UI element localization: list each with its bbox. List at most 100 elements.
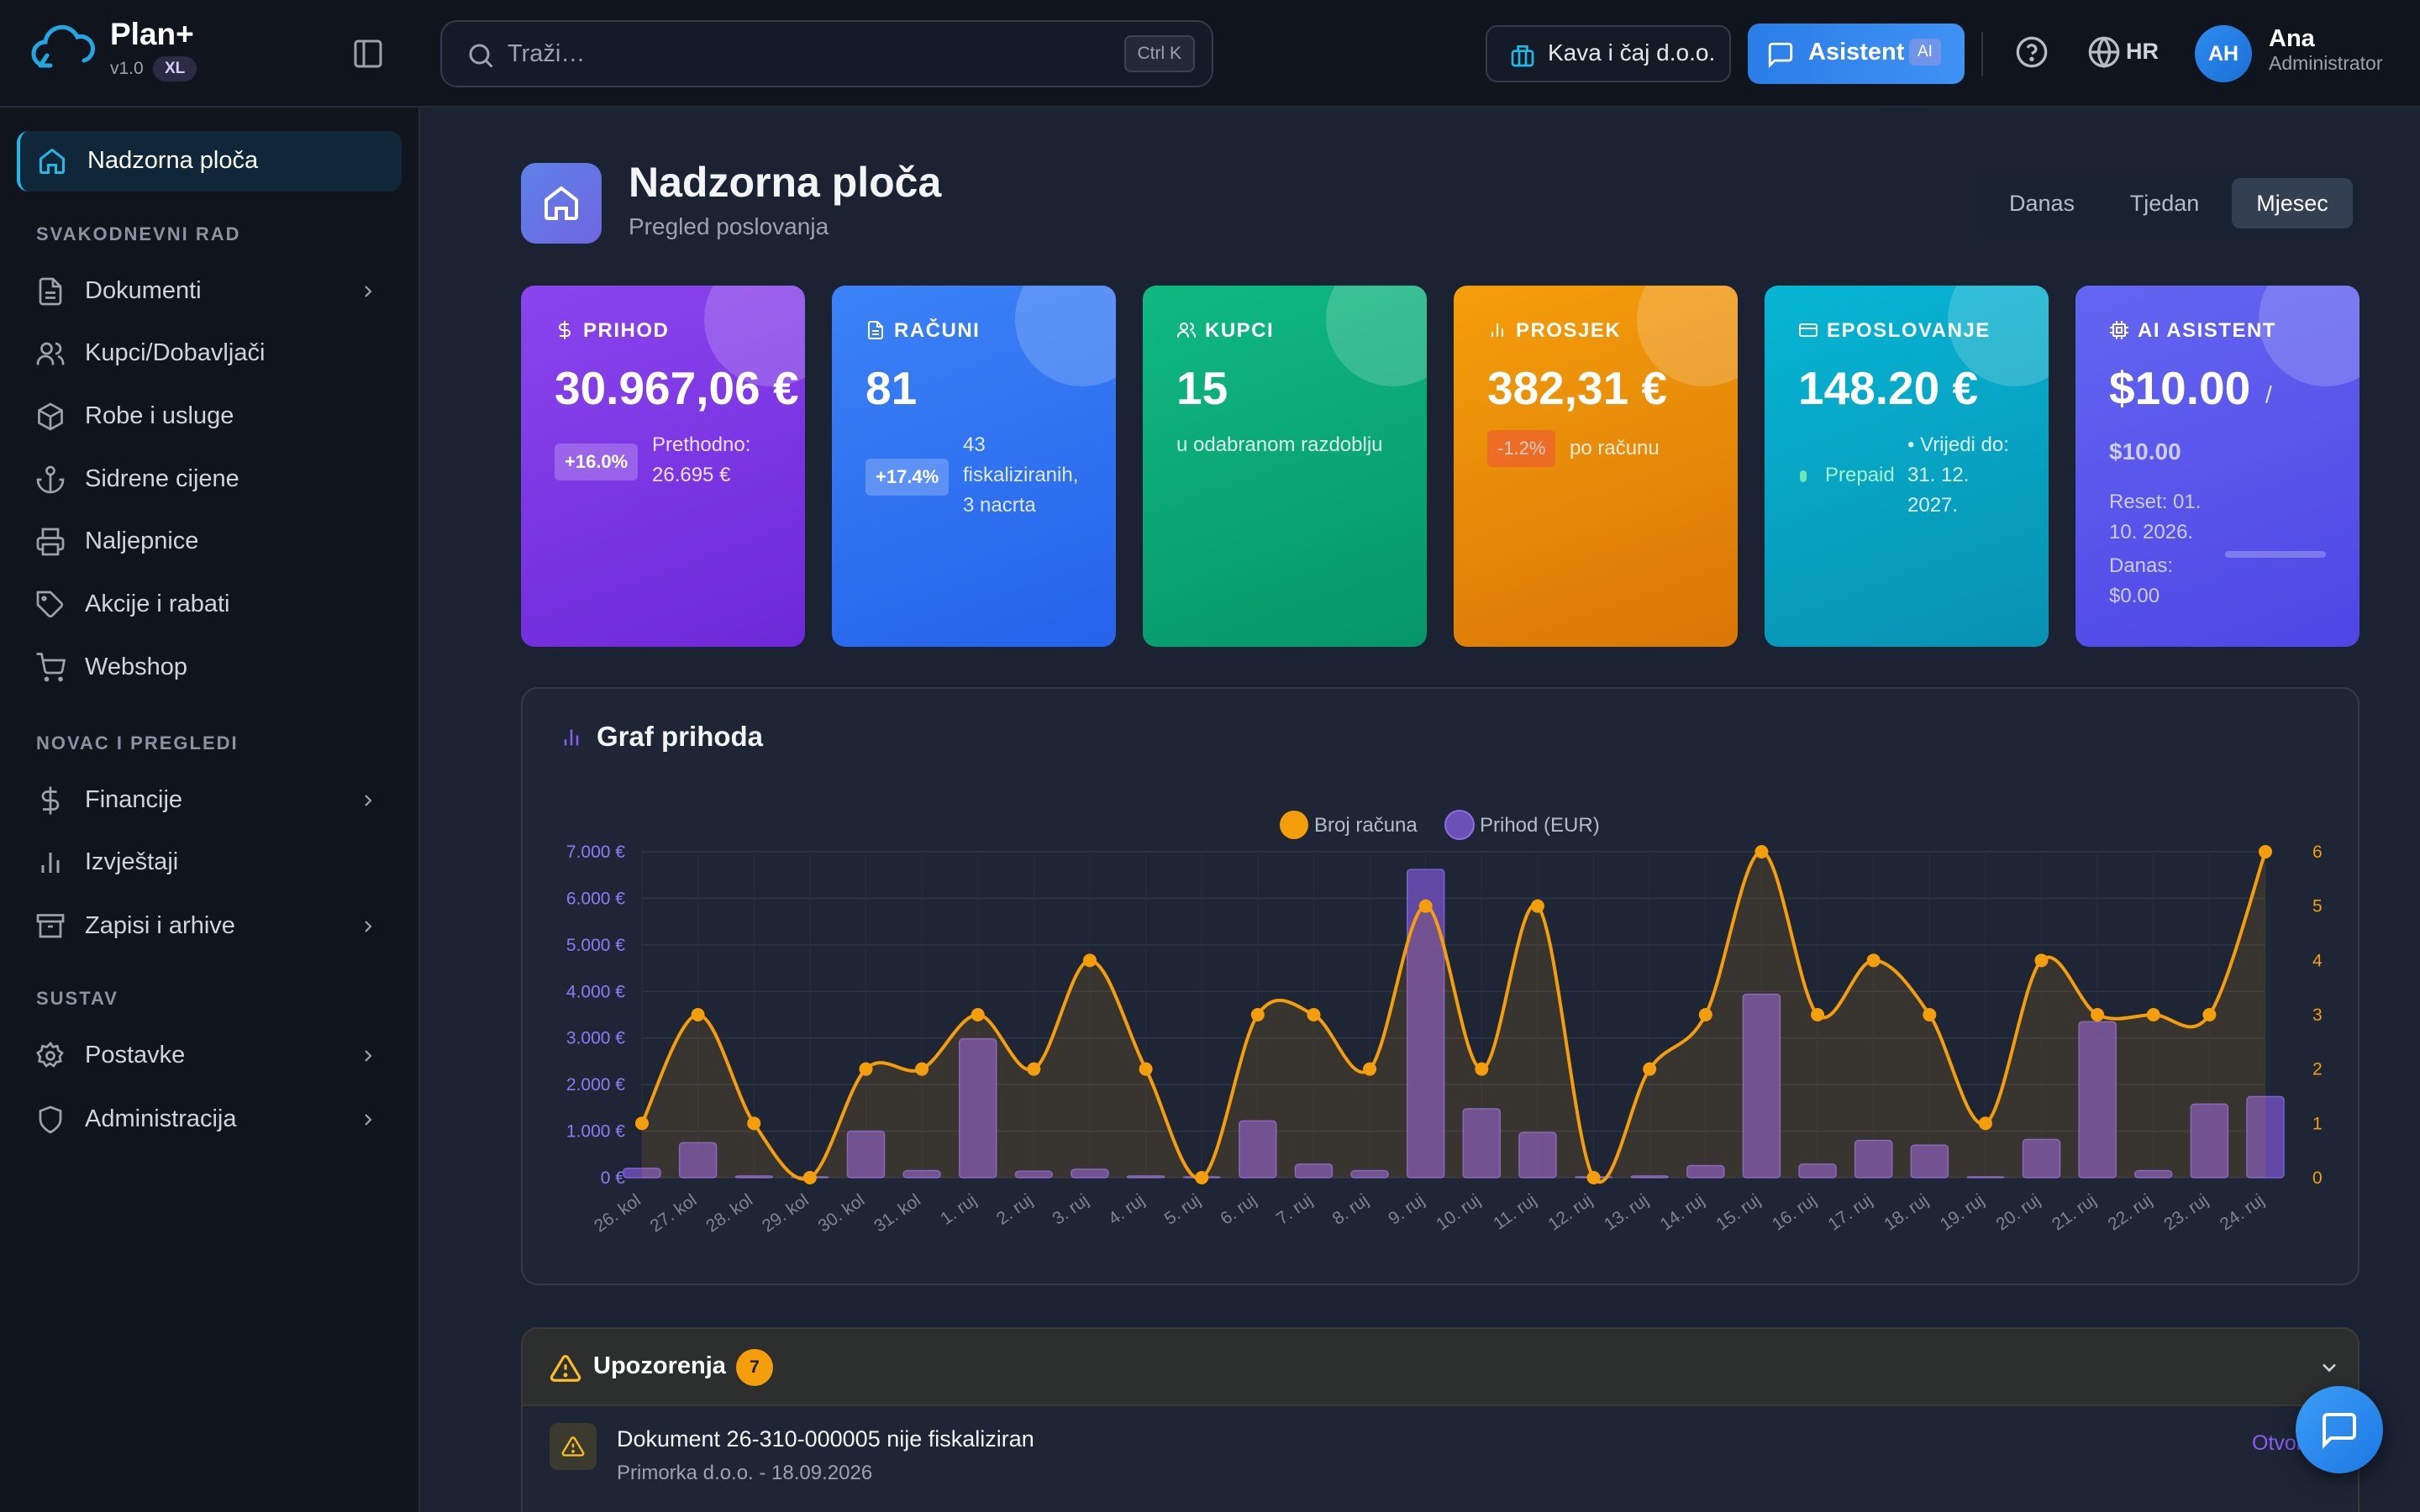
assistant-button[interactable]: Asistent AI bbox=[1748, 24, 1965, 84]
help-icon[interactable] bbox=[2015, 35, 2049, 69]
x-tick-label: 6. ruj bbox=[1217, 1190, 1260, 1229]
card-title: EPOSLOVANJE bbox=[1798, 319, 1991, 343]
average-card[interactable]: PROSJEK 382,31 € -1.2% po računu bbox=[1454, 286, 1738, 647]
invoices-card[interactable]: RAČUNI 81 +17.4% 43 fiskaliziranih, 3 na… bbox=[832, 286, 1116, 647]
x-tick-label: 29. kol bbox=[759, 1190, 813, 1236]
plan-badge: XL bbox=[153, 56, 197, 81]
chart-line-point bbox=[1811, 1008, 1825, 1021]
period-month-button[interactable]: Mjesec bbox=[2232, 178, 2353, 228]
top-bar: Plan+ v1.0 XL Traži… Ctrl K Kava i čaj d… bbox=[0, 0, 2420, 108]
eposlovanje-balance: 148.20 € bbox=[1798, 362, 1979, 414]
sidebar-item-finance[interactable]: Financije bbox=[17, 771, 402, 830]
sidebar-item-labels[interactable]: Naljepnice bbox=[17, 512, 402, 571]
user-name[interactable]: Ana bbox=[2269, 25, 2315, 52]
sidebar-item-webshop[interactable]: Webshop bbox=[17, 638, 402, 697]
chart-bar bbox=[1910, 1144, 1949, 1179]
card-title-text: EPOSLOVANJE bbox=[1827, 319, 1991, 342]
chart-bar bbox=[1350, 1169, 1389, 1179]
search-input[interactable]: Traži… Ctrl K bbox=[440, 20, 1213, 87]
sidebar-item-partners[interactable]: Kupci/Dobavljači bbox=[17, 324, 402, 383]
user-role: Administrator bbox=[2269, 52, 2383, 74]
x-tick-label: 12. ruj bbox=[1544, 1190, 1596, 1234]
shield-icon bbox=[39, 1105, 62, 1134]
sidebar-item-label: Nadzorna ploča bbox=[87, 147, 259, 174]
chevron-down-icon[interactable] bbox=[2317, 1356, 2341, 1379]
chart-line-point bbox=[635, 1116, 649, 1131]
company-name: Kava i čaj d.o.o. bbox=[1548, 39, 1716, 66]
sidebar-item-administration[interactable]: Administracija bbox=[17, 1090, 402, 1149]
avatar[interactable]: AH bbox=[2195, 25, 2252, 82]
x-tick-label: 22. ruj bbox=[2105, 1190, 2156, 1234]
globe-icon[interactable] bbox=[2087, 35, 2121, 69]
sidebar-section-title: SUSTAV bbox=[36, 988, 118, 1009]
ai-today-label: Danas: bbox=[2109, 554, 2174, 577]
customers-value: 15 bbox=[1176, 362, 1228, 414]
y-right-tick-label: 4 bbox=[2312, 951, 2323, 970]
alerts-header[interactable]: Upozorenja 7 bbox=[523, 1329, 2358, 1406]
sidebar-item-dashboard[interactable]: Nadzorna ploča bbox=[17, 131, 402, 192]
revenue-chart-panel: Graf prihoda 0 € 1.000 € 2.000 € 3.000 € 4.0… bbox=[521, 687, 2360, 1285]
y-right-tick-label: 0 bbox=[2312, 1168, 2323, 1188]
chart-line-point bbox=[1250, 1008, 1265, 1021]
page-subtitle: Pregled poslovanja bbox=[629, 213, 829, 239]
chart-line-point bbox=[802, 1171, 817, 1184]
eposlovanje-card[interactable]: EPOSLOVANJE 148.20 € Prepaid • Vrijedi d… bbox=[1765, 286, 2049, 647]
chat-fab-button[interactable] bbox=[2296, 1386, 2383, 1473]
invoices-drafts: 3 nacrta bbox=[963, 494, 1036, 517]
chart-bar bbox=[1294, 1163, 1334, 1179]
chart-line-point bbox=[1754, 845, 1769, 858]
customers-note: u odabranom razdoblju bbox=[1176, 433, 1383, 456]
chart-line-point bbox=[1643, 1062, 1657, 1076]
chart-bar bbox=[1462, 1108, 1502, 1179]
eposlovanje-valid-year: 2027. bbox=[1907, 494, 1959, 517]
x-tick-label: 8. ruj bbox=[1329, 1190, 1372, 1229]
language-selector[interactable]: HR bbox=[2126, 39, 2159, 64]
sidebar-item-label: Dokumenti bbox=[85, 277, 202, 304]
eposlovanje-valid-date: 31. 12. bbox=[1907, 464, 1970, 486]
card-title-text: PROSJEK bbox=[1516, 319, 1622, 342]
x-tick-label: 4. ruj bbox=[1105, 1190, 1148, 1229]
chart-bar bbox=[958, 1038, 997, 1179]
legend-swatch bbox=[1280, 811, 1308, 839]
sidebar-item-goods[interactable]: Robe i usluge bbox=[17, 387, 402, 446]
y-left-tick-label: 1.000 € bbox=[566, 1122, 625, 1142]
y-left-tick-label: 7.000 € bbox=[566, 843, 625, 862]
customers-card[interactable]: KUPCI 15 u odabranom razdoblju bbox=[1143, 286, 1427, 647]
sidebar-toggle-icon[interactable] bbox=[351, 37, 385, 71]
page-title: Nadzorna ploča bbox=[629, 159, 942, 206]
chart-line-point bbox=[2034, 953, 2049, 968]
chart-bar bbox=[1966, 1176, 2005, 1179]
y-left-tick-label: 2.000 € bbox=[566, 1075, 625, 1095]
sidebar-item-documents[interactable]: Dokumenti bbox=[17, 262, 402, 321]
alerts-title: Upozorenja bbox=[593, 1352, 726, 1379]
sidebar-item-settings[interactable]: Postavke bbox=[17, 1026, 402, 1085]
x-tick-label: 21. ruj bbox=[2049, 1190, 2100, 1234]
package-icon bbox=[38, 402, 63, 431]
bar-chart-icon bbox=[1491, 323, 1503, 337]
sidebar-item-discounts[interactable]: Akcije i rabati bbox=[17, 575, 402, 634]
company-selector[interactable]: Kava i čaj d.o.o. bbox=[1486, 25, 1731, 82]
archive-icon bbox=[36, 914, 65, 938]
period-week-button[interactable]: Tjedan bbox=[2129, 191, 2200, 216]
x-tick-label: 2. ruj bbox=[993, 1190, 1036, 1229]
sidebar-item-label: Webshop bbox=[85, 654, 187, 680]
chevron-right-icon bbox=[365, 286, 372, 297]
card-title-text: KUPCI bbox=[1205, 319, 1275, 342]
chart-bar bbox=[2246, 1095, 2285, 1179]
chart-title: Graf prihoda bbox=[560, 721, 763, 753]
revenue-card[interactable]: PRIHOD 30.967,06 € +16.0% Prethodno: 26.… bbox=[521, 286, 805, 647]
legend-label: Prihod (EUR) bbox=[1480, 814, 1600, 837]
sidebar-item-reports[interactable]: Izvještaji bbox=[17, 833, 402, 892]
sidebar-item-archives[interactable]: Zapisi i arhive bbox=[17, 897, 402, 956]
average-note: po računu bbox=[1570, 437, 1660, 459]
ai-assistant-card[interactable]: AI ASISTENT $10.00 / $10.00 Reset: 01. 1… bbox=[2075, 286, 2360, 647]
chart-line-point bbox=[747, 1116, 761, 1131]
sidebar-item-label: Sidrene cijene bbox=[85, 465, 239, 492]
x-tick-label: 27. kol bbox=[647, 1190, 701, 1236]
chart-bar bbox=[678, 1142, 718, 1179]
period-today-button[interactable]: Danas bbox=[2008, 191, 2075, 216]
chart-line-point bbox=[1195, 1171, 1209, 1184]
sidebar-item-anchor-prices[interactable]: Sidrene cijene bbox=[17, 450, 402, 509]
chat-icon bbox=[2323, 1413, 2356, 1449]
